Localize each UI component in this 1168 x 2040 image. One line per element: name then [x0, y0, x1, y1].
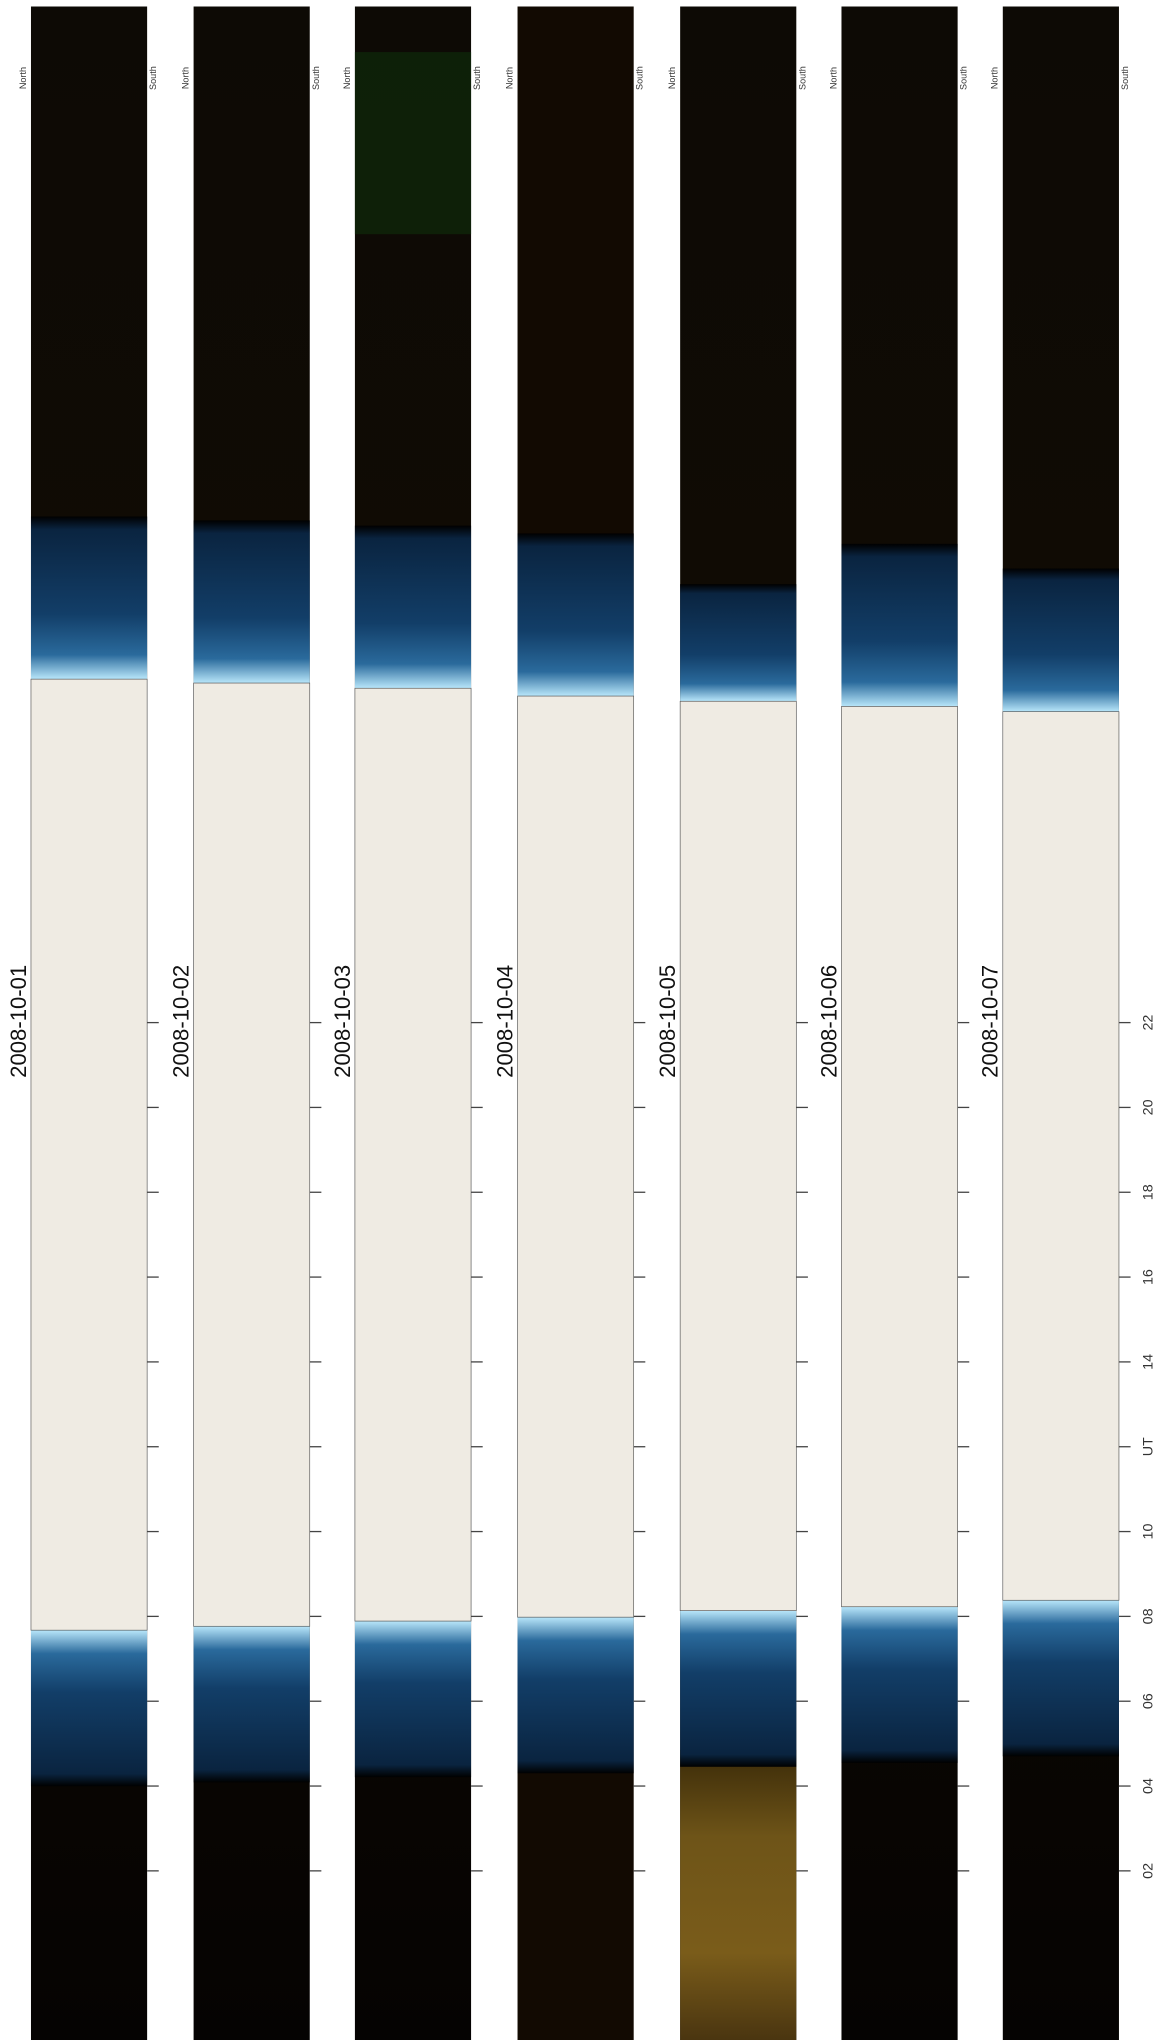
tick-label: 18 — [1141, 1184, 1157, 1200]
south-label: South — [148, 66, 158, 90]
date-label: 2008-10-07 — [978, 965, 1003, 1078]
date-label: 2008-10-04 — [492, 965, 517, 1078]
date-label: 2008-10-02 — [169, 965, 194, 1078]
dusk-twilight — [193, 520, 310, 684]
north-label: North — [667, 67, 677, 89]
dawn-twilight — [193, 1626, 310, 1783]
tick-label: UT — [1141, 1437, 1157, 1456]
tick-label: 20 — [1141, 1099, 1157, 1115]
dusk-twilight — [1002, 568, 1119, 712]
date-label: 2008-10-05 — [655, 965, 680, 1078]
dusk-twilight — [354, 525, 472, 689]
aurora-glow — [354, 52, 472, 235]
north-label: North — [990, 67, 1000, 89]
north-label: North — [828, 67, 838, 89]
daylight — [354, 687, 472, 1622]
time-axis: 02 04 06 08 10 UT 14 16 18 20 22 — [1141, 1015, 1157, 1879]
date-label: 2008-10-06 — [816, 965, 841, 1078]
dawn-twilight — [680, 1610, 797, 1767]
dusk-twilight — [680, 584, 797, 702]
dusk-twilight — [517, 533, 634, 697]
strips: 2008-10-01 North South 2008-10-02 North South… — [6, 6, 1131, 2040]
north-label: North — [180, 67, 190, 89]
tick-label: 02 — [1141, 1863, 1157, 1879]
daylight — [841, 706, 958, 1608]
south-label: South — [797, 66, 807, 90]
date-label: 2008-10-03 — [330, 965, 355, 1078]
north-label: North — [504, 67, 514, 89]
tick-label: 14 — [1141, 1354, 1157, 1370]
dawn-twilight — [354, 1621, 472, 1778]
dawn-twilight — [1002, 1600, 1119, 1757]
daylight — [679, 700, 797, 1611]
tick-label: 04 — [1141, 1778, 1157, 1794]
south-label: South — [635, 66, 645, 90]
date-label: 2008-10-01 — [6, 965, 31, 1078]
dawn-twilight — [517, 1617, 634, 1774]
south-label: South — [472, 66, 482, 90]
dusk-twilight — [841, 543, 958, 707]
tick-label: 10 — [1141, 1524, 1157, 1540]
daylight — [193, 682, 311, 1627]
south-label: South — [311, 66, 321, 90]
daylight — [517, 695, 635, 1618]
tick-label: 16 — [1141, 1269, 1157, 1285]
south-label: South — [1120, 66, 1130, 90]
dawn-twilight — [30, 1630, 148, 1787]
daylight — [30, 678, 148, 1631]
dawn-twilight — [841, 1606, 958, 1763]
tick-label: 22 — [1141, 1015, 1157, 1031]
north-label: North — [342, 67, 352, 89]
daylight — [1002, 711, 1120, 1601]
south-label: South — [959, 66, 969, 90]
tick-label: 08 — [1141, 1608, 1157, 1624]
north-label: North — [18, 67, 28, 89]
dusk-twilight — [30, 516, 148, 680]
aurora-glow — [680, 1749, 797, 2040]
tick-label: 06 — [1141, 1693, 1157, 1709]
